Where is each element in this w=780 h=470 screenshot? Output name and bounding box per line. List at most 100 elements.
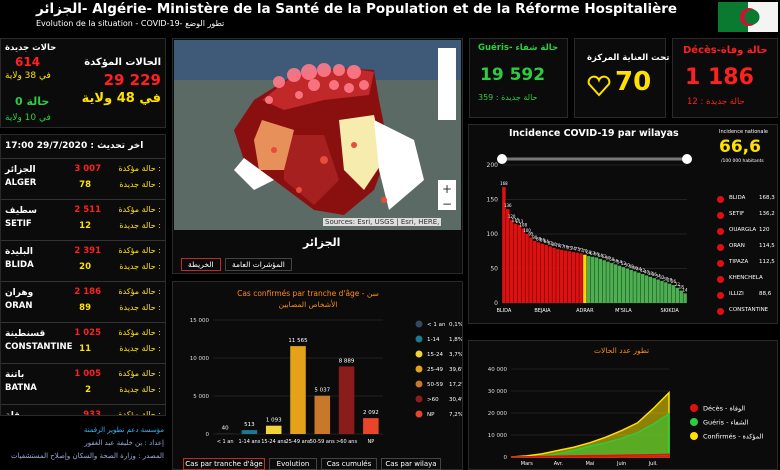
- row-divider: [1, 322, 165, 323]
- bar: [506, 209, 510, 303]
- bar: [660, 280, 664, 303]
- ranking-dot: [717, 212, 724, 219]
- x-tick-label: Mars: [521, 461, 533, 467]
- bar: [502, 187, 506, 303]
- icu-card: تحت العناية المركزة 70: [574, 38, 670, 118]
- confirmed-value: 1 025: [74, 328, 101, 338]
- chart-tab[interactable]: Cas cumulés: [321, 458, 377, 470]
- value-label: 40: [222, 426, 229, 432]
- new-value: 20: [79, 262, 91, 272]
- value-label: 36: [652, 272, 658, 277]
- y-tick-label: 50: [490, 266, 498, 273]
- value-label: 67: [590, 251, 596, 256]
- bar: [540, 243, 545, 303]
- chart-tab[interactable]: Cas par wilaya: [381, 458, 441, 470]
- value-label: 40: [644, 269, 650, 274]
- y-tick-label: 100: [487, 231, 499, 238]
- bar: [265, 425, 282, 434]
- bar: [590, 256, 595, 303]
- credit-line: المصدر : وزارة الصحة والسكان وإصلاح المس…: [10, 452, 164, 460]
- indicators-tab[interactable]: المؤشرات العامة: [225, 258, 292, 271]
- confirmed-wilayas: في 48 ولاية: [81, 91, 161, 106]
- bar: [560, 249, 564, 303]
- value-label: 75: [567, 245, 573, 250]
- bar: [552, 247, 556, 303]
- value-label: 74: [571, 246, 577, 251]
- legend-percent: 0,1%: [449, 322, 462, 328]
- value-label: 82: [548, 240, 554, 245]
- y-tick-label: 10 000: [488, 433, 508, 439]
- map-tab[interactable]: الخريطة: [181, 258, 221, 271]
- national-value: 66,6: [719, 137, 761, 157]
- ranking-name: CONSTANTINE: [729, 307, 769, 313]
- y-tick-label: 15 000: [190, 318, 210, 324]
- gueris-value: 19 592: [480, 65, 546, 85]
- y-tick-label: 30 000: [488, 389, 508, 395]
- credit-line: إعداد : بن خليفة عبد الغفور: [84, 439, 164, 447]
- evolution-panel: تطور عدد الحالات 0 10 000 20 000 30 000 40 0…: [468, 340, 778, 470]
- ranking-name: ILLIZI: [729, 291, 744, 297]
- ranking-dot: [717, 244, 724, 251]
- value-label: 28: [667, 278, 673, 283]
- page-title: الجزائر- Algérie- Ministère de la Santé …: [36, 1, 678, 17]
- bar: [671, 285, 676, 303]
- value-label: 113: [516, 219, 524, 224]
- incidence-chart: 050100150200168BLIDA13612011511310810095…: [487, 154, 692, 314]
- x-tick-label: NP: [367, 439, 374, 445]
- value-label: 108: [519, 222, 527, 227]
- confirmed-value: 2 391: [74, 246, 101, 256]
- wilaya-name: CONSTANTINE: [5, 342, 73, 352]
- wilaya-name-ar: الجزائر: [5, 165, 36, 175]
- x-tick-label: ADRAR: [576, 308, 594, 314]
- bar: [563, 250, 568, 303]
- value-label: 52: [621, 261, 627, 266]
- y-tick-label: 0: [206, 432, 210, 438]
- confirmed-label: حالة مؤكدة :: [118, 410, 161, 416]
- bar: [290, 346, 306, 434]
- value-label: 78: [555, 243, 561, 248]
- ranking-name: OUARGLA: [729, 227, 757, 233]
- bar: [629, 269, 633, 303]
- value-label: 1 093: [266, 418, 282, 424]
- bar: [521, 228, 525, 303]
- legend-swatch: [415, 410, 423, 418]
- value-label: 14: [683, 287, 689, 292]
- chart-tab[interactable]: Evolution: [269, 458, 317, 470]
- new-label: حالة جديدة :: [119, 180, 161, 189]
- bar: [575, 252, 579, 303]
- value-label: 64: [598, 253, 604, 258]
- incidence-title: Incidence COVID-19 par wilayas: [509, 128, 679, 139]
- chart-tab[interactable]: Cas par tranche d'âge: [183, 458, 265, 470]
- value-label: 44: [636, 267, 642, 272]
- age-title: Cas confirmés par tranche d'âge - سن الأ…: [237, 289, 379, 309]
- value-label: 95: [528, 231, 534, 236]
- gueris-title: Guéris- حالة شفاء: [478, 43, 559, 53]
- bar: [517, 225, 522, 303]
- wilaya-name-ar: البليدة: [5, 247, 33, 257]
- legend-percent: 7,2%: [449, 412, 462, 418]
- bar: [536, 242, 541, 303]
- y-tick-label: 0: [504, 455, 508, 461]
- new-label: حالة جديدة :: [119, 385, 161, 394]
- new-value: 78: [79, 180, 91, 190]
- ranking-value: 112,5: [759, 259, 775, 265]
- incidence-panel: Incidence COVID-19 par wilayas Incidence…: [468, 124, 778, 324]
- x-tick-label: 50-59 ans: [310, 439, 335, 445]
- value-label: 76: [563, 245, 569, 250]
- legend-label: Décès - الوفاة: [703, 405, 745, 413]
- y-tick-label: 150: [487, 197, 499, 204]
- value-label: 54: [617, 260, 623, 265]
- bar: [571, 251, 576, 303]
- x-tick-label: >60 ans: [336, 439, 357, 445]
- age-panel: Cas confirmés par tranche d'âge - سن الأ…: [172, 281, 463, 470]
- confirmed-value: 3 007: [74, 164, 101, 174]
- x-tick-label: Mai: [586, 461, 595, 467]
- wilaya-name: ALGER: [5, 178, 37, 188]
- legend-swatch: [415, 365, 423, 373]
- svg-text:+: +: [442, 182, 452, 196]
- confirmed-value: 933: [83, 410, 101, 416]
- confirmed-value: 2 186: [74, 287, 101, 297]
- value-label: 136: [504, 203, 512, 208]
- bar: [648, 276, 653, 303]
- value-label: 77: [559, 244, 565, 249]
